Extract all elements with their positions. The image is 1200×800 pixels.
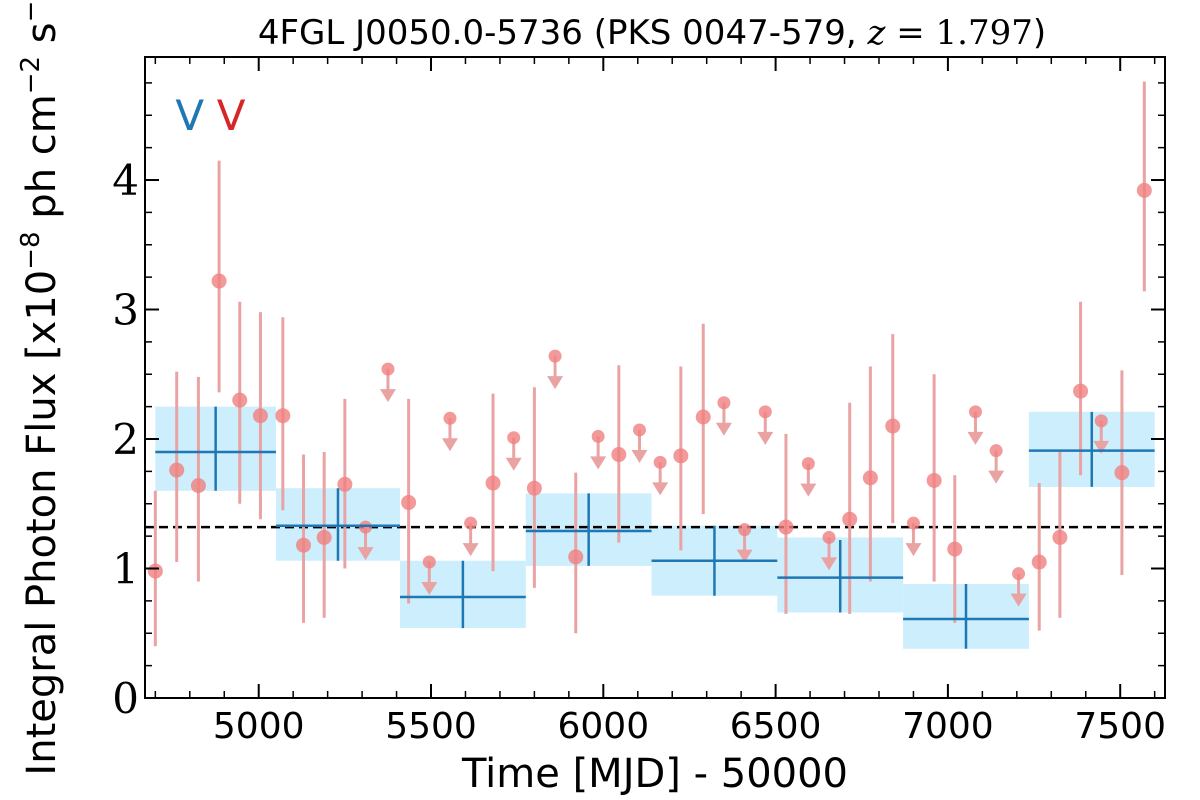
y-axis-label: Integral Photon Flux [x10−8 ph cm−2 s−1] <box>16 0 65 776</box>
y-tick-label-1: 1 <box>112 545 139 594</box>
upper-limit-point-39 <box>968 405 982 419</box>
upper-limit-point-40 <box>989 444 1003 458</box>
x-tick-label-1: 5500 <box>385 706 477 747</box>
y-tick-label-4: 4 <box>112 156 139 205</box>
data-point-35 <box>885 418 901 434</box>
data-point-3 <box>211 273 227 289</box>
x-tick-label-3: 6500 <box>730 706 822 747</box>
y-axis-label-exp2: −2 <box>16 56 46 94</box>
data-point-12 <box>401 494 417 510</box>
upper-limit-arrow-17 <box>505 457 522 471</box>
upper-limit-point-24 <box>653 455 667 469</box>
x-tick-label-2: 6000 <box>557 706 649 747</box>
chart-title-z: z <box>867 13 887 53</box>
x-tick-label-5: 7500 <box>1074 706 1166 747</box>
upper-limit-point-11 <box>381 362 395 376</box>
upper-limit-point-10 <box>359 520 373 534</box>
data-point-9 <box>337 476 353 492</box>
y-tick-label-0: 0 <box>112 674 139 723</box>
data-point-16 <box>485 475 501 491</box>
plot-frame <box>144 56 1166 699</box>
data-point-47 <box>1136 182 1152 198</box>
upper-limit-point-23 <box>632 423 646 437</box>
upper-limit-point-41 <box>1012 567 1026 581</box>
data-point-2 <box>190 478 206 494</box>
axes: 5000 5500 6000 6500 7000 7500 0 1 2 3 4 <box>112 56 1166 747</box>
data-point-38 <box>947 541 963 557</box>
y-axis-label-unit: ph cm <box>19 94 65 231</box>
upper-limit-point-45 <box>1094 414 1108 428</box>
upper-limit-point-21 <box>591 429 605 443</box>
upper-limit-arrow-10 <box>357 547 374 561</box>
upper-limit-arrow-39 <box>967 431 984 445</box>
data-point-20 <box>568 549 584 565</box>
data-point-26 <box>695 409 711 425</box>
y-axis-label-exp: −8 <box>16 231 46 269</box>
upper-limit-point-29 <box>758 405 772 419</box>
data-point-5 <box>252 408 268 424</box>
upper-limit-arrow-28 <box>736 549 753 563</box>
data-point-0 <box>147 563 163 579</box>
upper-limit-arrow-40 <box>988 470 1005 484</box>
chart-title: 4FGL J0050.0-5736 (PKS 0047-579, z = 1.7… <box>258 13 1046 53</box>
chart-title-z-value: = 1.797 <box>885 13 1032 53</box>
upper-limit-arrow-19 <box>547 376 564 390</box>
y-axis-label-unit2: s <box>19 22 65 56</box>
x-tick-label-0: 5000 <box>213 706 305 747</box>
data-point-7 <box>296 537 312 553</box>
data-point-4 <box>232 392 248 408</box>
y-tick-label-3: 3 <box>112 286 139 335</box>
x-tick-label-4: 7000 <box>902 706 994 747</box>
data-point-33 <box>842 511 858 527</box>
data-point-30 <box>778 519 794 535</box>
upper-limit-arrow-41 <box>1010 593 1027 607</box>
data-point-1 <box>169 462 185 478</box>
upper-limit-arrow-32 <box>821 557 838 571</box>
upper-limit-arrow-15 <box>462 543 479 557</box>
upper-limit-point-31 <box>801 457 815 471</box>
upper-limit-arrow-21 <box>590 456 607 470</box>
upper-limit-arrow-29 <box>757 431 774 445</box>
upper-limit-arrow-11 <box>379 389 396 403</box>
marker-v-0: V <box>175 91 204 140</box>
upper-limit-arrow-23 <box>631 449 648 463</box>
data-point-25 <box>673 448 689 464</box>
data-point-37 <box>926 472 942 488</box>
upper-limit-point-36 <box>906 516 920 530</box>
upper-limit-point-27 <box>717 396 731 410</box>
data-point-46 <box>1114 465 1130 481</box>
x-axis-label: Time [MJD] - 50000 <box>461 751 848 797</box>
chart-title-close: ) <box>1033 13 1046 53</box>
upper-limit-point-15 <box>464 516 478 530</box>
upper-limit-point-28 <box>738 523 752 537</box>
data-point-44 <box>1073 383 1089 399</box>
data-point-34 <box>862 470 878 486</box>
upper-limit-arrow-45 <box>1093 440 1110 454</box>
upper-limit-point-14 <box>443 411 457 425</box>
data-point-18 <box>526 480 542 496</box>
upper-limit-arrow-13 <box>421 582 438 596</box>
data-point-6 <box>275 408 291 424</box>
upper-limit-arrow-27 <box>715 422 732 436</box>
data-point-43 <box>1052 529 1068 545</box>
upper-limit-point-32 <box>822 530 836 544</box>
marker-v-1: V <box>217 91 246 140</box>
data-point-22 <box>611 447 627 463</box>
data-point-42 <box>1031 554 1047 570</box>
y-axis-label-exp3: −1 <box>16 0 46 22</box>
upper-limit-arrow-31 <box>800 483 817 497</box>
upper-limit-point-17 <box>507 431 521 445</box>
upper-limit-point-13 <box>422 555 436 569</box>
y-tick-label-2: 2 <box>112 415 139 464</box>
upper-limit-arrow-24 <box>652 482 669 496</box>
upper-limit-point-19 <box>548 349 562 363</box>
data-point-8 <box>316 529 332 545</box>
y-axis-label-main: Integral Photon Flux [x10 <box>19 270 65 776</box>
upper-limit-arrow-14 <box>441 438 458 452</box>
chart-title-main: 4FGL J0050.0-5736 (PKS 0047-579, <box>258 13 868 53</box>
upper-limit-arrow-36 <box>905 543 922 557</box>
